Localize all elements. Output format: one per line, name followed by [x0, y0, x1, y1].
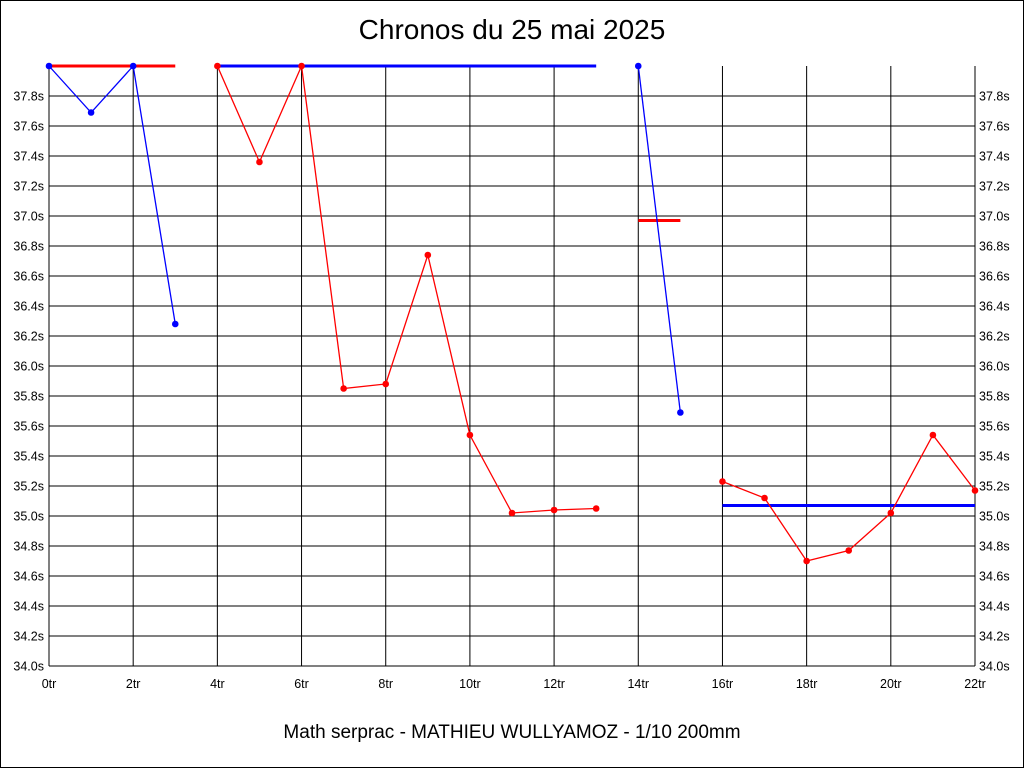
reference-lines [49, 64, 975, 507]
y-tick-label-right: 34.2s [979, 630, 1010, 644]
y-tick-label: 35.2s [13, 480, 44, 494]
chart-title: Chronos du 25 mai 2025 [358, 14, 666, 45]
data-point [466, 431, 474, 439]
data-point [508, 509, 516, 517]
chart-footer: Math serprac - MATHIEU WULLYAMOZ - 1/10 … [283, 722, 741, 743]
axes [48, 66, 976, 667]
horizontal-grid [49, 95, 975, 667]
y-tick-label-right: 36.4s [979, 300, 1010, 314]
y-tick-label-right: 35.0s [979, 510, 1010, 524]
data-point [677, 409, 684, 416]
y-tick-label-right: 36.0s [979, 360, 1010, 374]
y-tick-label-right: 34.8s [979, 540, 1010, 554]
y-tick-label-right: 37.4s [979, 150, 1010, 164]
y-tick-label: 36.4s [13, 300, 44, 314]
series-line [637, 65, 682, 413]
x-tick-label: 4tr [210, 677, 225, 691]
data-point [382, 380, 390, 388]
data-point [171, 320, 179, 328]
y-tick-label-right: 37.0s [979, 210, 1010, 224]
x-tick-label: 18tr [796, 677, 818, 691]
y-tick-label-right: 35.6s [979, 420, 1010, 434]
data-point [214, 62, 221, 70]
y-tick-labels-left: 34.0s 34.2s 34.4s 34.6s 34.8s 35.0s 35.2s 35.4s… [13, 90, 44, 674]
y-tick-label: 37.2s [13, 180, 44, 194]
y-tick-label-right: 37.8s [979, 90, 1010, 104]
x-tick-label: 16tr [712, 677, 734, 691]
data-point [256, 158, 263, 166]
data-point [803, 557, 810, 565]
x-tick-label: 22tr [964, 677, 986, 691]
series-line [722, 433, 976, 562]
data-point [340, 385, 347, 392]
data-point [550, 506, 558, 514]
y-tick-label-right: 36.6s [979, 270, 1010, 284]
y-tick-labels-right: 34.0s 34.2s 34.4s 34.6s 34.8s 35.0s 35.2s 35.4s… [979, 90, 1010, 674]
y-tick-label: 36.0s [13, 360, 44, 374]
series-line [48, 64, 176, 325]
data-point [87, 109, 95, 116]
y-tick-label: 37.8s [13, 90, 44, 104]
data-point [634, 62, 642, 70]
data-point [845, 547, 853, 554]
y-tick-label: 36.6s [13, 270, 44, 284]
data-point [761, 494, 768, 502]
x-tick-label: 0tr [42, 677, 57, 691]
y-tick-label-right: 35.8s [979, 390, 1010, 404]
data-series [45, 62, 979, 565]
y-tick-label: 36.2s [13, 330, 44, 344]
x-tick-label: 10tr [459, 677, 481, 691]
x-tick-label: 14tr [627, 677, 649, 691]
data-point [971, 487, 979, 494]
y-tick-label-right: 34.6s [979, 570, 1010, 584]
y-tick-label-right: 37.6s [979, 120, 1010, 134]
data-point [45, 62, 53, 70]
y-tick-label: 35.8s [13, 390, 44, 404]
y-tick-label: 37.6s [13, 120, 44, 134]
data-point [887, 509, 895, 517]
data-point [298, 62, 305, 70]
y-tick-label: 37.4s [13, 150, 44, 164]
x-tick-label: 2tr [126, 677, 141, 691]
y-tick-label-right: 37.2s [979, 180, 1010, 194]
x-tick-label: 8tr [378, 677, 393, 691]
series-line [216, 63, 597, 514]
y-tick-label-right: 34.0s [979, 660, 1010, 674]
y-tick-label: 37.0s [13, 210, 44, 224]
data-point [929, 431, 937, 439]
y-tick-label: 35.6s [13, 420, 44, 434]
x-tick-label: 12tr [543, 677, 565, 691]
y-tick-label-right: 35.4s [979, 450, 1010, 464]
x-tick-label: 6tr [294, 677, 309, 691]
y-tick-label: 35.4s [13, 450, 44, 464]
y-tick-label-right: 36.2s [979, 330, 1010, 344]
y-tick-label: 34.8s [13, 540, 44, 554]
y-tick-label: 34.4s [13, 600, 44, 614]
y-tick-label: 34.6s [13, 570, 44, 584]
y-tick-label: 35.0s [13, 510, 44, 524]
data-point [129, 62, 137, 70]
x-tick-labels: 0tr 2tr 4tr 6tr 8tr 10tr 12tr 14tr 16tr 18tr 20tr 2… [42, 677, 986, 691]
data-point [592, 505, 600, 512]
y-tick-label-right: 34.4s [979, 600, 1010, 614]
x-tick-label: 20tr [880, 677, 902, 691]
y-tick-label: 36.8s [13, 240, 44, 254]
y-tick-label-right: 36.8s [979, 240, 1010, 254]
y-tick-label: 34.0s [13, 660, 44, 674]
y-tick-label-right: 35.2s [979, 480, 1010, 494]
data-point [719, 478, 726, 485]
y-tick-label: 34.2s [13, 630, 44, 644]
data-point [424, 251, 432, 259]
